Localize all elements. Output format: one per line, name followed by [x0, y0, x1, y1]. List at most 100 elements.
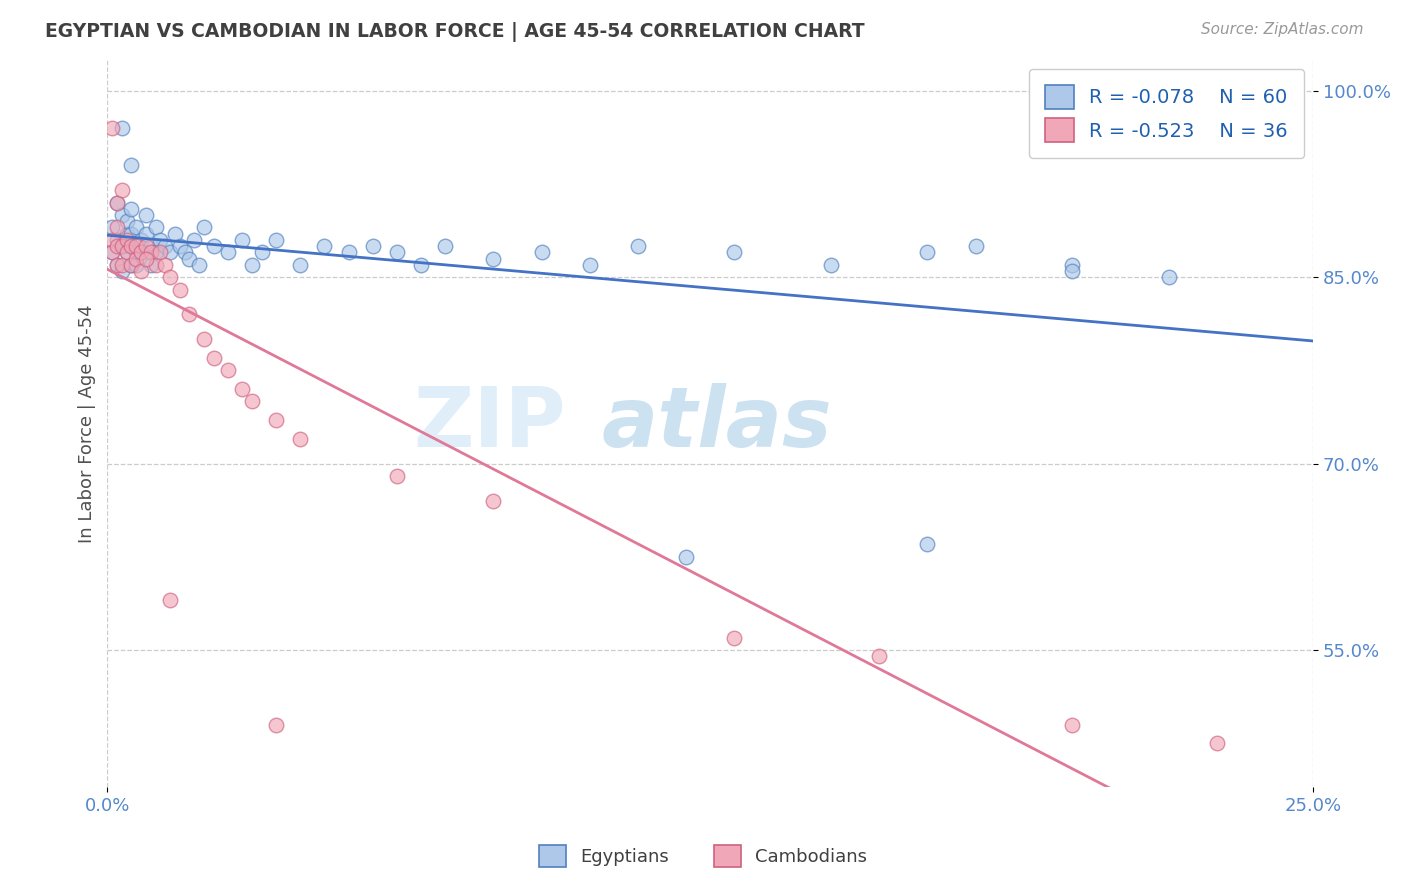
Point	[1062, 264, 1084, 278]
Point	[101, 245, 124, 260]
Point	[145, 245, 167, 260]
Point	[111, 239, 134, 253]
Point	[409, 258, 432, 272]
Point	[111, 258, 134, 272]
Point	[121, 239, 143, 253]
Point	[129, 264, 152, 278]
Point	[290, 258, 312, 272]
Point	[159, 593, 181, 607]
Point	[121, 202, 143, 216]
Point	[115, 245, 138, 260]
Point	[121, 239, 143, 253]
Point	[139, 239, 162, 253]
Point	[105, 233, 128, 247]
Point	[361, 239, 384, 253]
Point	[264, 717, 287, 731]
Point	[135, 227, 157, 241]
Point	[231, 233, 253, 247]
Legend: Egyptians, Cambodians: Egyptians, Cambodians	[531, 838, 875, 874]
Point	[627, 239, 650, 253]
Point	[820, 258, 842, 272]
Point	[965, 239, 987, 253]
Point	[125, 245, 148, 260]
Point	[723, 245, 745, 260]
Point	[917, 537, 939, 551]
Point	[111, 120, 134, 135]
Point	[121, 227, 143, 241]
Point	[264, 413, 287, 427]
Point	[578, 258, 600, 272]
Point	[145, 220, 167, 235]
Point	[115, 245, 138, 260]
Point	[121, 158, 143, 172]
Point	[105, 220, 128, 235]
Point	[125, 220, 148, 235]
Point	[179, 308, 201, 322]
Point	[135, 208, 157, 222]
Point	[105, 195, 128, 210]
Point	[139, 245, 162, 260]
Point	[231, 382, 253, 396]
Point	[125, 252, 148, 266]
Point	[385, 245, 408, 260]
Point	[145, 258, 167, 272]
Point	[135, 239, 157, 253]
Point	[155, 258, 177, 272]
Point	[434, 239, 457, 253]
Point	[105, 195, 128, 210]
Point	[179, 252, 201, 266]
Point	[139, 258, 162, 272]
Text: ZIP: ZIP	[413, 383, 565, 464]
Point	[111, 264, 134, 278]
Point	[159, 245, 181, 260]
Point	[1157, 270, 1180, 285]
Point	[482, 252, 505, 266]
Point	[183, 233, 205, 247]
Text: Source: ZipAtlas.com: Source: ZipAtlas.com	[1201, 22, 1364, 37]
Point	[1205, 736, 1227, 750]
Point	[129, 245, 152, 260]
Point	[121, 258, 143, 272]
Point	[917, 245, 939, 260]
Point	[173, 245, 195, 260]
Point	[101, 245, 124, 260]
Point	[159, 270, 181, 285]
Point	[105, 258, 128, 272]
Point	[149, 245, 172, 260]
Point	[217, 245, 239, 260]
Point	[115, 233, 138, 247]
Point	[240, 394, 263, 409]
Point	[264, 233, 287, 247]
Point	[217, 363, 239, 377]
Point	[115, 214, 138, 228]
Point	[188, 258, 211, 272]
Point	[202, 239, 225, 253]
Point	[169, 239, 191, 253]
Point	[101, 220, 124, 235]
Point	[105, 258, 128, 272]
Point	[675, 549, 697, 564]
Point	[125, 239, 148, 253]
Text: atlas: atlas	[602, 383, 832, 464]
Point	[723, 631, 745, 645]
Point	[1062, 717, 1084, 731]
Point	[105, 239, 128, 253]
Point	[385, 469, 408, 483]
Point	[202, 351, 225, 365]
Point	[129, 245, 152, 260]
Point	[169, 283, 191, 297]
Point	[101, 120, 124, 135]
Text: EGYPTIAN VS CAMBODIAN IN LABOR FORCE | AGE 45-54 CORRELATION CHART: EGYPTIAN VS CAMBODIAN IN LABOR FORCE | A…	[45, 22, 865, 42]
Point	[193, 332, 215, 346]
Point	[111, 208, 134, 222]
Point	[314, 239, 336, 253]
Point	[240, 258, 263, 272]
Point	[337, 245, 360, 260]
Point	[155, 239, 177, 253]
Y-axis label: In Labor Force | Age 45-54: In Labor Force | Age 45-54	[79, 304, 96, 542]
Point	[868, 649, 890, 664]
Point	[250, 245, 273, 260]
Point	[163, 227, 186, 241]
Point	[111, 183, 134, 197]
Point	[129, 233, 152, 247]
